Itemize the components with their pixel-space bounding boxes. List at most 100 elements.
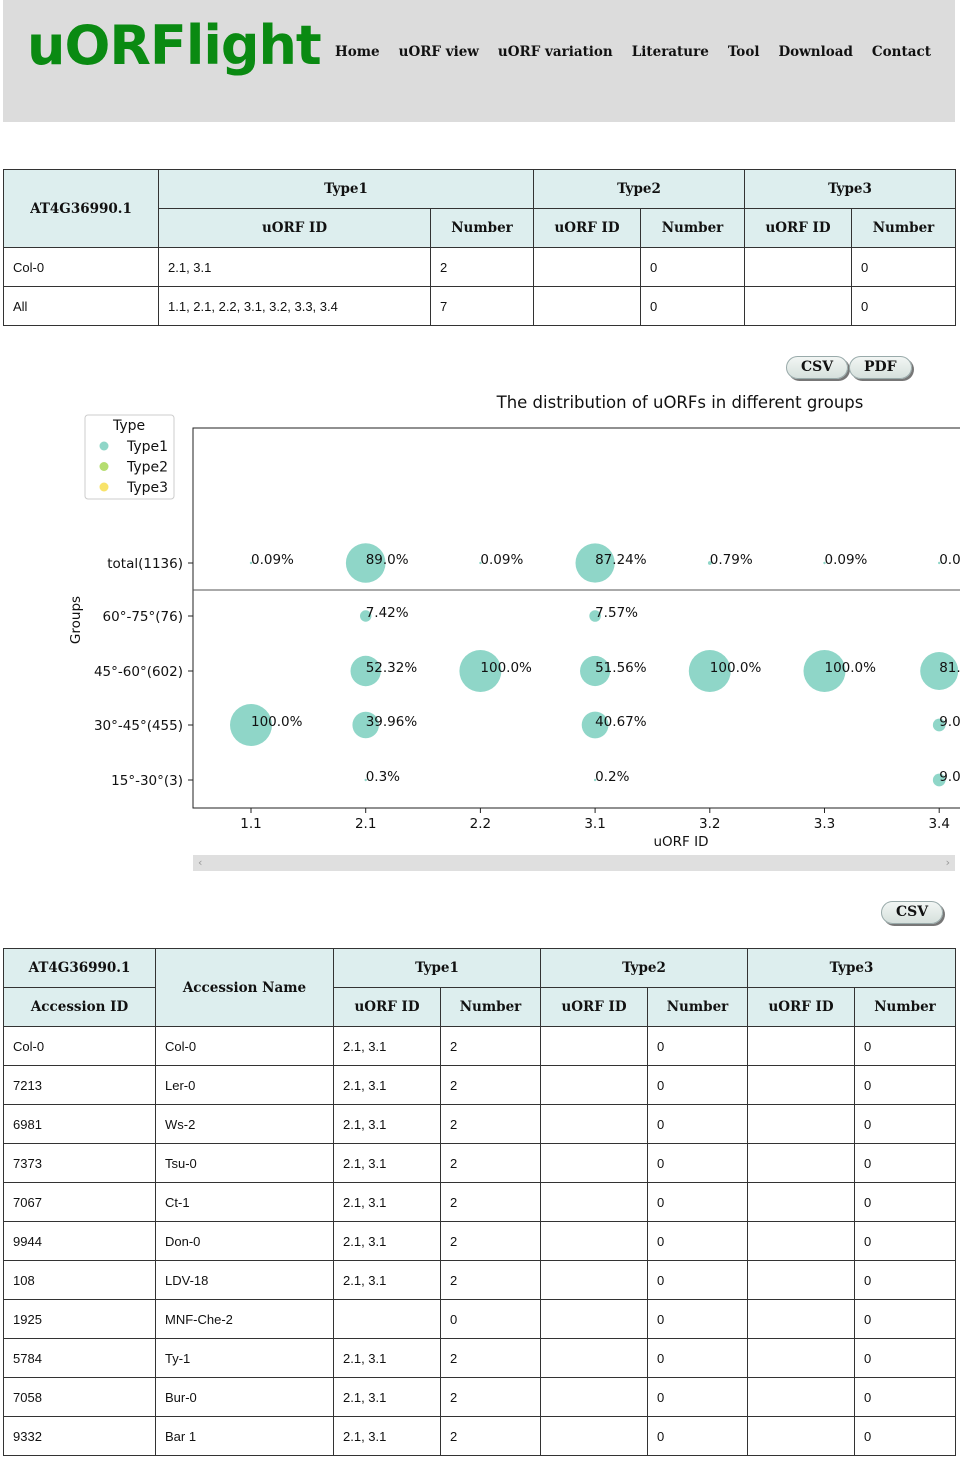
table-cell: 2.1, 3.1 bbox=[333, 1260, 441, 1300]
accession-id-cell: 7373 bbox=[3, 1143, 156, 1183]
table-row: 9944 Don-0 2.1, 3.1 2 0 0 bbox=[3, 1221, 956, 1261]
nav-uorf-view[interactable]: uORF view bbox=[398, 44, 479, 60]
table-cell: 0 bbox=[647, 1377, 748, 1417]
bubble-point[interactable] bbox=[345, 543, 386, 583]
bubble-label: 0.2% bbox=[595, 769, 629, 785]
bubble-point[interactable] bbox=[479, 561, 482, 565]
bubble-point[interactable] bbox=[249, 561, 253, 565]
legend-marker-type3 bbox=[99, 482, 109, 492]
table-cell: 0 bbox=[854, 1416, 956, 1456]
site-logo[interactable]: uORFlight bbox=[27, 14, 322, 77]
bubble-point[interactable] bbox=[823, 561, 826, 565]
accession-name-cell: Tsu-0 bbox=[155, 1143, 334, 1183]
accession-name-cell: Ct-1 bbox=[155, 1182, 334, 1222]
bubble-point[interactable] bbox=[803, 650, 846, 692]
table-row: Col-0 2.1, 3.1 2 0 0 bbox=[3, 247, 956, 287]
table-cell bbox=[747, 1065, 855, 1105]
nav-download[interactable]: Download bbox=[778, 44, 853, 60]
scroll-left-icon[interactable]: ‹ bbox=[198, 856, 203, 869]
plot-frame bbox=[192, 427, 960, 809]
legend-marker-type2 bbox=[99, 462, 109, 471]
bubble-point[interactable] bbox=[581, 711, 609, 739]
table-cell: 2 bbox=[440, 1260, 541, 1300]
table-row: All 1.1, 2.1, 2.2, 3.1, 3.2, 3.3, 3.4 7 0 0 bbox=[3, 286, 956, 326]
x-tick-label: 2.2 bbox=[470, 816, 491, 832]
row-name-cell: All bbox=[3, 286, 159, 326]
table-cell: 0 bbox=[647, 1221, 748, 1261]
table-cell bbox=[533, 286, 641, 326]
accession-name-cell: Bar 1 bbox=[155, 1416, 334, 1456]
bubble-point[interactable] bbox=[352, 711, 379, 739]
nav-contact[interactable]: Contact bbox=[871, 44, 931, 60]
bubble-label: 0.09% bbox=[939, 552, 960, 568]
x-tick-label: 3.2 bbox=[699, 816, 720, 832]
csv-export-button[interactable]: CSV bbox=[786, 356, 849, 379]
bubble-label: 100.0% bbox=[251, 714, 303, 730]
table-cell bbox=[540, 1065, 648, 1105]
bubble-point[interactable] bbox=[575, 543, 615, 583]
site-header: uORFlight Home uORF view uORF variation … bbox=[3, 0, 955, 122]
uorf-id-header: uORF ID bbox=[158, 208, 431, 248]
bubble-point[interactable] bbox=[593, 778, 597, 782]
bubble-point[interactable] bbox=[932, 718, 946, 732]
chart-horizontal-scrollbar[interactable]: ‹ › bbox=[193, 855, 955, 871]
bubble-point[interactable] bbox=[589, 610, 601, 622]
bubble-label: 39.96% bbox=[366, 714, 418, 730]
bubble-point[interactable] bbox=[920, 652, 959, 690]
type2-header: Type2 bbox=[533, 169, 745, 209]
bubble-label: 51.56% bbox=[595, 660, 647, 676]
bubble-label: 9.09% bbox=[939, 769, 960, 785]
table-cell bbox=[747, 1377, 855, 1417]
accession-id-cell: 7067 bbox=[3, 1182, 156, 1222]
table-cell bbox=[747, 1104, 855, 1144]
table-cell: 2 bbox=[440, 1104, 541, 1144]
table-cell: 0 bbox=[854, 1260, 956, 1300]
bubble-point[interactable] bbox=[580, 655, 611, 687]
table-cell: 0 bbox=[440, 1299, 541, 1339]
table-cell: 2 bbox=[440, 1143, 541, 1183]
y-tick-label: 30°-45°(455) bbox=[94, 718, 183, 734]
bubble-point[interactable] bbox=[932, 773, 946, 787]
gene-header: AT4G36990.1 bbox=[3, 169, 159, 248]
table-cell bbox=[744, 286, 852, 326]
table-cell: 0 bbox=[647, 1299, 748, 1339]
bubble-point[interactable] bbox=[688, 650, 731, 692]
bubble-point[interactable] bbox=[230, 704, 272, 746]
bubble-point[interactable] bbox=[364, 778, 367, 782]
bubble-point[interactable] bbox=[707, 561, 712, 565]
table-cell bbox=[747, 1260, 855, 1300]
legend-box bbox=[84, 414, 175, 500]
table-cell: 0 bbox=[854, 1221, 956, 1261]
accession-name-cell: Bur-0 bbox=[155, 1377, 334, 1417]
bubble-point[interactable] bbox=[359, 610, 372, 622]
accession-name-cell: Don-0 bbox=[155, 1221, 334, 1261]
uorf-id-header: uORF ID bbox=[333, 987, 441, 1027]
csv-export-button-accessions[interactable]: CSV bbox=[881, 901, 944, 924]
type3-header: Type3 bbox=[744, 169, 956, 209]
nav-tool[interactable]: Tool bbox=[727, 44, 760, 60]
pdf-export-button[interactable]: PDF bbox=[849, 356, 912, 379]
table-cell: 2.1, 3.1 bbox=[333, 1416, 441, 1456]
bubble-point[interactable] bbox=[938, 561, 941, 565]
bubble-chart: The distribution of uORFs in different g… bbox=[68, 393, 960, 850]
scroll-right-icon[interactable]: › bbox=[945, 856, 950, 869]
table-cell: 2 bbox=[430, 247, 534, 287]
accession-name-cell: Col-0 bbox=[155, 1026, 334, 1066]
table-cell: 2.1, 3.1 bbox=[333, 1104, 441, 1144]
y-axis-label: Groups bbox=[68, 596, 84, 644]
table-cell: 2.1, 3.1 bbox=[333, 1338, 441, 1378]
bubbles-group: 0.09% 89.0% 0.09% 87.24% 0.79% 0.09% 0.09% 7.42… bbox=[230, 543, 960, 787]
bubble-point[interactable] bbox=[459, 650, 502, 692]
table-cell: 2.1, 3.1 bbox=[333, 1377, 441, 1417]
bubble-label: 100.0% bbox=[825, 660, 877, 676]
table-row: 7067 Ct-1 2.1, 3.1 2 0 0 bbox=[3, 1182, 956, 1222]
table-cell: 0 bbox=[647, 1416, 748, 1456]
nav-uorf-variation[interactable]: uORF variation bbox=[497, 44, 613, 60]
bubble-point[interactable] bbox=[350, 655, 381, 687]
nav-home[interactable]: Home bbox=[335, 44, 380, 60]
x-tick-label: 3.1 bbox=[584, 816, 605, 832]
bubble-label: 0.3% bbox=[366, 769, 400, 785]
nav-literature[interactable]: Literature bbox=[631, 44, 709, 60]
table-cell: 0 bbox=[647, 1182, 748, 1222]
accession-id-header: Accession ID bbox=[3, 987, 156, 1027]
